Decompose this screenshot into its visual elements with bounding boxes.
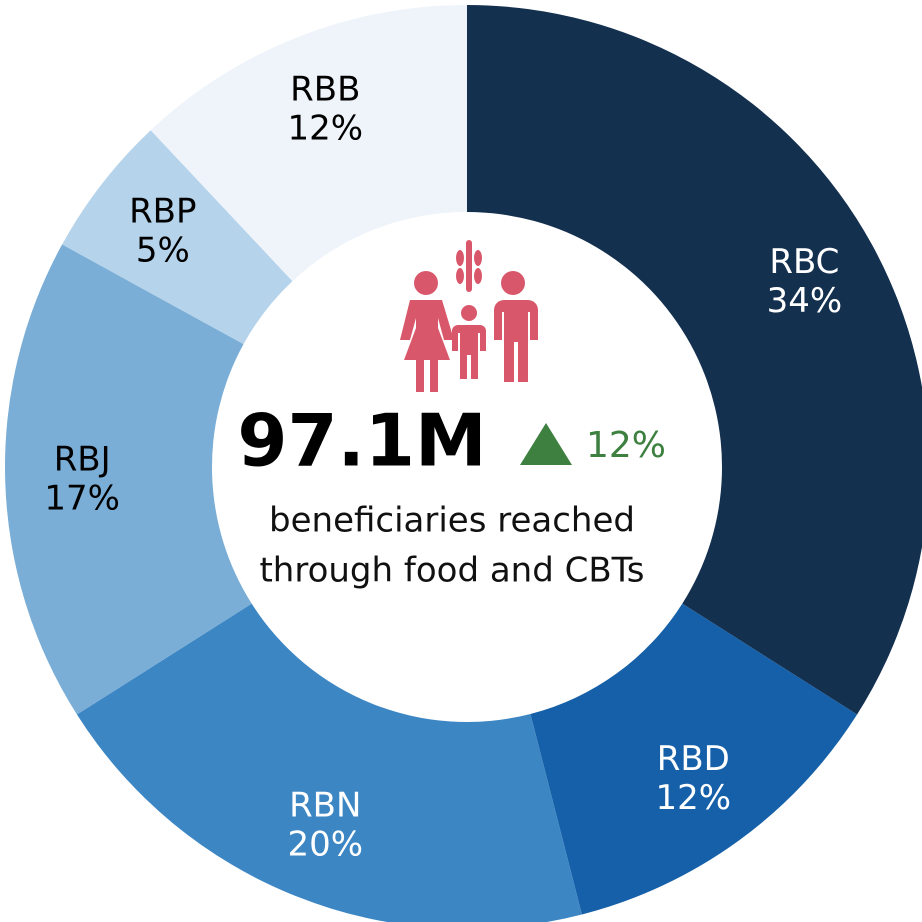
segment-category: RBP — [129, 191, 196, 231]
center-value: 97.1M — [237, 399, 486, 483]
donut-segment — [76, 603, 582, 922]
segment-label: RBC 34% — [767, 241, 843, 320]
up-arrow — [520, 423, 572, 465]
segment-value: 34% — [767, 280, 843, 320]
segment-category: RBN — [289, 785, 361, 825]
donut-segment — [62, 130, 293, 345]
segment-category: RBB — [290, 69, 360, 109]
segment-category: RBD — [657, 738, 730, 778]
segment-label: RBJ 17% — [44, 439, 120, 518]
change-label: 12% — [586, 425, 666, 466]
people-icon — [400, 240, 538, 392]
segment-label: RBP 5% — [129, 191, 196, 270]
segment-label: RBN 20% — [287, 785, 363, 864]
subtitle-line: beneficiaries reached — [269, 501, 635, 541]
segment-label: RBB 12% — [287, 69, 363, 148]
segment-category: RBC — [769, 241, 839, 281]
donut-segment — [150, 5, 467, 282]
donut: RBC 34%RBD 12%RBN 20%RBJ 17%RBP 5%RBB 12% — [4, 5, 922, 922]
segment-value: 5% — [136, 230, 190, 270]
donut-segment — [467, 5, 922, 715]
segment-value: 20% — [287, 824, 363, 864]
segment-value: 12% — [287, 108, 363, 148]
segment-category: RBJ — [54, 439, 111, 479]
segment-label: RBD 12% — [656, 738, 732, 817]
donut-segment — [4, 244, 252, 715]
segment-value: 17% — [44, 478, 120, 518]
center-block: 97.1M 12% beneficiaries reached through … — [237, 240, 666, 591]
segment-value: 12% — [656, 777, 732, 817]
subtitle-line: through food and CBTs — [259, 551, 644, 591]
donut-segment — [530, 603, 858, 915]
